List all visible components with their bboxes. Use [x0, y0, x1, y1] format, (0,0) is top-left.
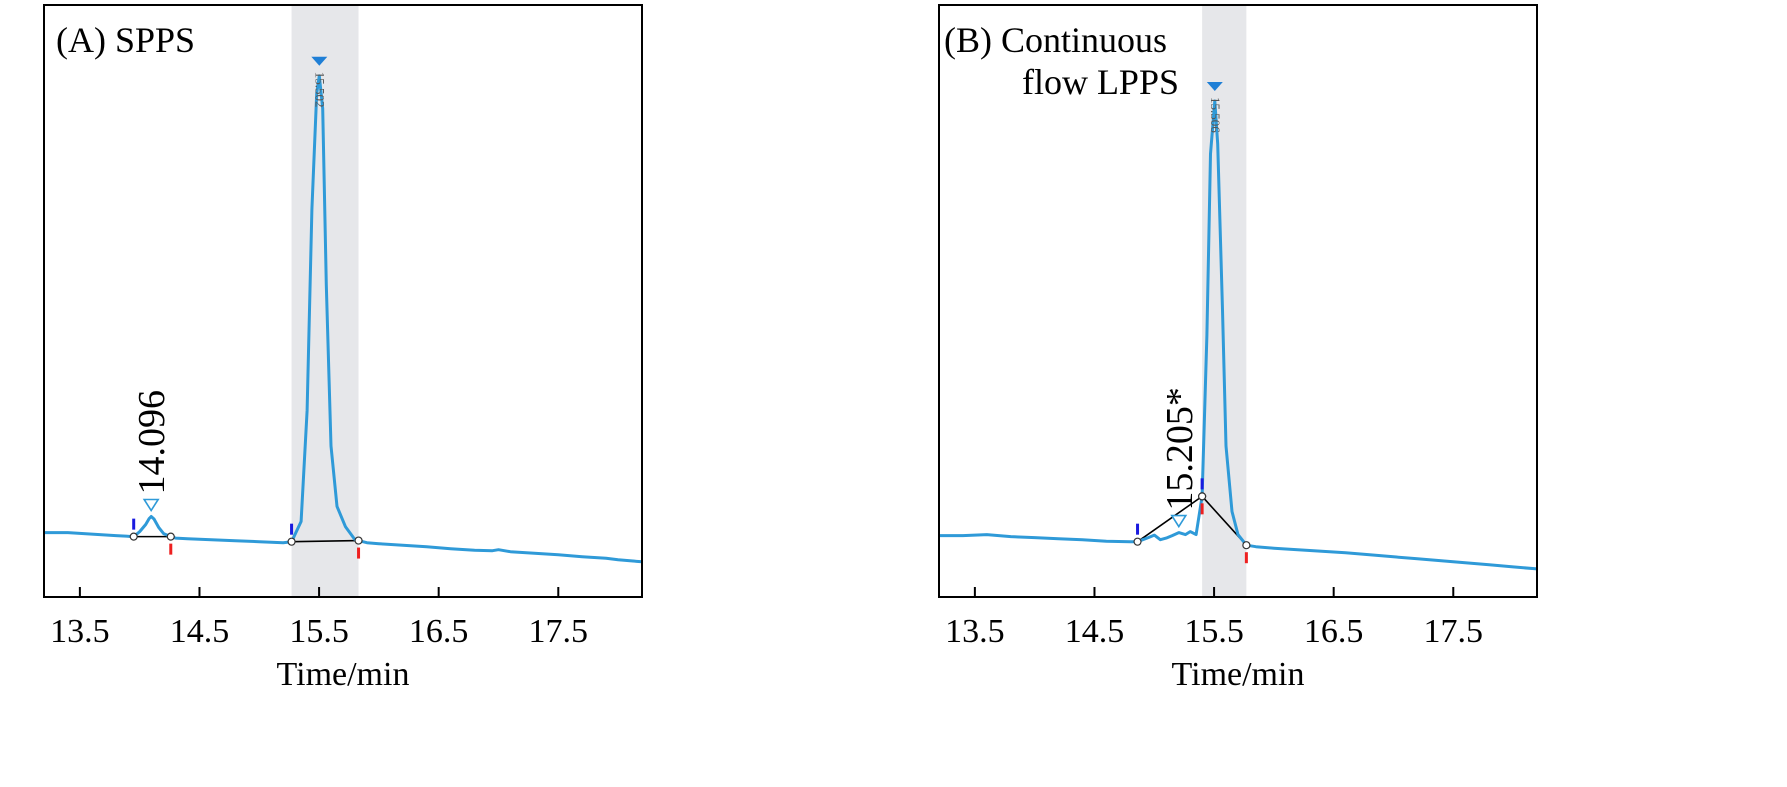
plot-content: 14.096 15.502: [44, 56, 643, 564]
peak-start-point: [1133, 537, 1142, 546]
peak-start-point: [287, 537, 296, 546]
peak-apex-marker: [142, 498, 160, 512]
x-axis-ticks: 13.5 14.5 15.5 16.5 17.5: [945, 587, 1483, 650]
x-tick-label: 13.5: [50, 613, 110, 650]
peak-start-point: [129, 532, 138, 541]
x-tick-label: 17.5: [1424, 613, 1484, 650]
panel-title: (B) Continuous flow LPPS: [944, 20, 1179, 102]
x-tick-label: 14.5: [170, 613, 230, 650]
x-tick-label: 15.5: [1184, 613, 1244, 650]
peak-baseline: [291, 539, 359, 543]
peak-apex-marker: [1170, 514, 1188, 529]
peak-rt-label: 15.502: [312, 72, 327, 108]
peak-rt-label: 15.506: [1208, 97, 1223, 133]
peak-apex-marker: [1206, 81, 1223, 91]
x-axis-label: Time/min: [277, 656, 410, 693]
peak-baseline: [1137, 495, 1203, 543]
x-tick-label: 16.5: [409, 613, 469, 650]
panel-a: 14.096 15.502 13.5 14.5 15.5 16.5 17.5 (A) SP…: [43, 4, 643, 693]
x-axis-ticks: 13.5 14.5 15.5 16.5 17.5: [50, 587, 588, 650]
plot-frame: [938, 4, 1538, 598]
panel-title-line-2: flow LPPS: [1022, 62, 1179, 102]
peak-end-point: [354, 536, 363, 545]
panel-title: (A) SPPS: [56, 20, 195, 60]
peak-apex-marker: [311, 56, 328, 66]
x-tick-label: 13.5: [945, 613, 1005, 650]
plot-content: 15.205* 15.506: [939, 81, 1538, 571]
peak-end-point: [1242, 541, 1251, 550]
highlight-band: [1202, 5, 1247, 597]
panel-b: 15.205* 15.506 13.5 14.5 15.5 16.5 17.5 (B) C…: [938, 4, 1538, 693]
x-tick-label: 17.5: [529, 613, 589, 650]
x-tick-label: 14.5: [1065, 613, 1125, 650]
panel-title-line: (A) SPPS: [56, 20, 195, 60]
x-tick-label: 15.5: [289, 613, 349, 650]
peak-start-point: [1198, 492, 1207, 501]
peak-rt-label: 15.205*: [1159, 387, 1201, 511]
peak-rt-label: 14.096: [131, 390, 173, 495]
plot-frame: [43, 4, 643, 598]
x-axis-label: Time/min: [1172, 656, 1305, 693]
panel-title-line-1: (B) Continuous: [944, 20, 1167, 60]
x-tick-label: 16.5: [1304, 613, 1364, 650]
chromatogram-trace: [939, 99, 1538, 571]
chromatogram-trace: [44, 74, 643, 564]
peak-end-point: [166, 532, 175, 541]
